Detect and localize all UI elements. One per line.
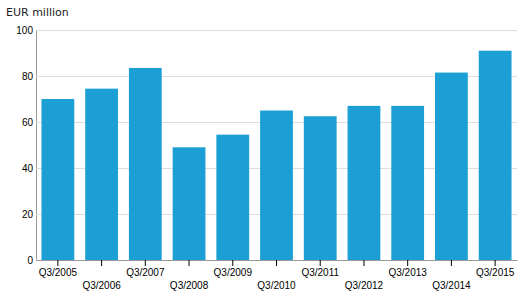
tick-mark xyxy=(451,260,452,266)
y-tick-label: 100 xyxy=(16,25,33,36)
bar xyxy=(173,147,206,260)
bar xyxy=(479,51,512,260)
x-tick-label: Q3/2008 xyxy=(170,280,209,291)
bar xyxy=(41,99,74,260)
tick-mark xyxy=(101,260,102,266)
y-axis-line xyxy=(37,31,518,261)
bar xyxy=(304,116,337,260)
tick-mark xyxy=(276,260,277,266)
tick-mark xyxy=(363,260,364,266)
y-tick-label: 40 xyxy=(22,163,34,174)
x-axis: Q3/2005 Q3/2006 Q3/2007 Q3/2008 Q3/2009 Q3/20… xyxy=(37,260,518,291)
x-tick: Q3/2008 xyxy=(170,260,209,291)
x-tick: Q3/2015 xyxy=(476,260,515,278)
x-tick: Q3/2013 xyxy=(388,260,427,278)
bar xyxy=(391,106,424,260)
x-tick-label: Q3/2005 xyxy=(39,267,78,278)
x-tick: Q3/2007 xyxy=(126,260,165,278)
x-tick-label: Q3/2010 xyxy=(257,280,296,291)
bar xyxy=(435,73,468,260)
x-tick: Q3/2012 xyxy=(345,260,384,291)
tick-mark xyxy=(407,260,408,266)
bar xyxy=(348,106,381,260)
bars xyxy=(41,51,511,260)
tick-mark xyxy=(232,260,233,266)
x-tick-label: Q3/2011 xyxy=(301,267,339,278)
tick-mark xyxy=(145,260,146,266)
x-tick-label: Q3/2009 xyxy=(214,267,253,278)
x-tick-label: Q3/2012 xyxy=(345,280,384,291)
bar xyxy=(129,68,162,260)
y-tick-label: 20 xyxy=(22,209,34,220)
y-tick-label: 80 xyxy=(22,71,34,82)
bar xyxy=(85,89,118,260)
y-tick-label: 0 xyxy=(27,255,33,266)
chart: 0 20 40 60 80 100 Q3/2005 Q3/2006 Q3/2007 Q3/2008… xyxy=(0,0,529,302)
x-tick: Q3/2014 xyxy=(432,260,471,291)
y-tick-label: 60 xyxy=(22,117,34,128)
tick-mark xyxy=(320,260,321,266)
x-tick-label: Q3/2006 xyxy=(82,280,121,291)
tick-mark xyxy=(57,260,58,266)
x-tick-label: Q3/2013 xyxy=(388,267,427,278)
plot: 0 20 40 60 80 100 Q3/2005 Q3/2006 Q3/2007 Q3/2008… xyxy=(16,25,517,291)
x-tick: Q3/2005 xyxy=(39,260,78,278)
x-tick: Q3/2011 xyxy=(301,260,339,278)
y-axis-label: EUR million xyxy=(6,6,69,19)
x-tick: Q3/2010 xyxy=(257,260,296,291)
tick-mark xyxy=(189,260,190,266)
y-tick: 100 xyxy=(16,25,517,36)
y-axis: 0 20 40 60 80 100 xyxy=(16,25,517,266)
tick-mark xyxy=(495,260,496,266)
bar xyxy=(216,135,249,260)
x-tick: Q3/2006 xyxy=(82,260,121,291)
grid-line xyxy=(36,30,517,31)
x-tick-label: Q3/2015 xyxy=(476,267,515,278)
x-tick-label: Q3/2007 xyxy=(126,267,165,278)
x-tick: Q3/2009 xyxy=(214,260,253,278)
bar xyxy=(260,111,293,261)
x-tick-label: Q3/2014 xyxy=(432,280,471,291)
